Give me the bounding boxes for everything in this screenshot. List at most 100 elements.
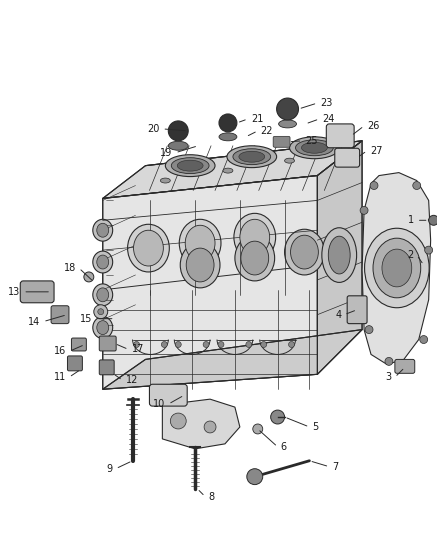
Text: 5: 5 xyxy=(312,422,319,432)
FancyBboxPatch shape xyxy=(395,359,415,373)
Ellipse shape xyxy=(171,158,209,174)
Ellipse shape xyxy=(134,230,163,266)
Text: 25: 25 xyxy=(305,136,318,146)
Ellipse shape xyxy=(346,148,356,153)
Circle shape xyxy=(204,421,216,433)
Ellipse shape xyxy=(97,255,109,269)
Circle shape xyxy=(289,342,294,348)
Ellipse shape xyxy=(219,133,237,141)
Ellipse shape xyxy=(322,228,357,282)
Text: 14: 14 xyxy=(28,317,40,327)
Circle shape xyxy=(425,246,433,254)
Circle shape xyxy=(168,121,188,141)
Ellipse shape xyxy=(177,160,203,171)
FancyBboxPatch shape xyxy=(149,384,187,406)
Text: 6: 6 xyxy=(281,442,287,452)
Text: 16: 16 xyxy=(54,346,66,357)
Ellipse shape xyxy=(364,228,429,308)
Text: 18: 18 xyxy=(64,263,76,273)
FancyBboxPatch shape xyxy=(67,356,82,371)
Ellipse shape xyxy=(373,238,421,298)
Polygon shape xyxy=(362,173,431,365)
Ellipse shape xyxy=(168,141,188,150)
Circle shape xyxy=(370,182,378,190)
Ellipse shape xyxy=(233,149,271,165)
Ellipse shape xyxy=(279,120,297,128)
Circle shape xyxy=(246,342,252,348)
Text: 4: 4 xyxy=(335,310,341,320)
FancyBboxPatch shape xyxy=(71,338,86,351)
Ellipse shape xyxy=(234,213,276,261)
Ellipse shape xyxy=(97,223,109,237)
Polygon shape xyxy=(103,141,362,198)
Text: 9: 9 xyxy=(106,464,113,474)
FancyBboxPatch shape xyxy=(335,148,360,167)
FancyBboxPatch shape xyxy=(347,296,367,324)
Polygon shape xyxy=(103,329,362,389)
Circle shape xyxy=(253,424,263,434)
FancyBboxPatch shape xyxy=(51,306,69,324)
Circle shape xyxy=(261,342,267,348)
Circle shape xyxy=(218,342,224,348)
Ellipse shape xyxy=(241,241,268,275)
Polygon shape xyxy=(103,175,318,389)
Text: 21: 21 xyxy=(251,114,263,124)
Text: 24: 24 xyxy=(322,114,335,124)
Ellipse shape xyxy=(382,249,412,287)
Ellipse shape xyxy=(160,178,170,183)
Text: 15: 15 xyxy=(81,313,93,324)
Ellipse shape xyxy=(285,158,294,163)
Ellipse shape xyxy=(223,168,233,173)
Circle shape xyxy=(161,342,167,348)
Ellipse shape xyxy=(235,235,275,281)
Text: 17: 17 xyxy=(131,344,144,354)
Ellipse shape xyxy=(227,146,277,168)
Ellipse shape xyxy=(186,248,214,282)
Ellipse shape xyxy=(97,321,109,335)
Circle shape xyxy=(360,206,368,214)
FancyBboxPatch shape xyxy=(20,281,54,303)
Ellipse shape xyxy=(240,219,270,255)
Ellipse shape xyxy=(301,142,327,153)
Ellipse shape xyxy=(296,140,333,156)
Circle shape xyxy=(420,336,427,343)
Ellipse shape xyxy=(93,317,113,338)
Ellipse shape xyxy=(94,305,108,319)
Text: 2: 2 xyxy=(407,250,414,260)
Ellipse shape xyxy=(93,251,113,273)
Ellipse shape xyxy=(239,151,265,162)
FancyBboxPatch shape xyxy=(99,336,116,351)
Text: 22: 22 xyxy=(261,126,273,136)
Ellipse shape xyxy=(290,137,339,159)
Circle shape xyxy=(365,326,373,334)
Ellipse shape xyxy=(93,219,113,241)
Text: 23: 23 xyxy=(320,98,333,108)
Circle shape xyxy=(277,98,298,120)
Circle shape xyxy=(134,342,140,348)
Text: 8: 8 xyxy=(208,491,214,502)
Ellipse shape xyxy=(328,236,350,274)
FancyBboxPatch shape xyxy=(99,360,114,375)
Ellipse shape xyxy=(285,229,324,275)
Ellipse shape xyxy=(93,284,113,306)
Circle shape xyxy=(413,182,421,190)
Circle shape xyxy=(271,410,285,424)
Polygon shape xyxy=(318,141,362,374)
Ellipse shape xyxy=(179,219,221,267)
Text: 10: 10 xyxy=(153,399,165,409)
Text: 3: 3 xyxy=(386,372,392,382)
Circle shape xyxy=(170,413,186,429)
Text: 11: 11 xyxy=(54,372,66,382)
Circle shape xyxy=(429,215,438,225)
Ellipse shape xyxy=(98,309,104,314)
Ellipse shape xyxy=(165,155,215,176)
FancyBboxPatch shape xyxy=(326,124,354,148)
Ellipse shape xyxy=(127,224,170,272)
Circle shape xyxy=(175,342,181,348)
Ellipse shape xyxy=(290,235,318,269)
Ellipse shape xyxy=(180,242,220,288)
Text: 26: 26 xyxy=(367,121,379,131)
FancyBboxPatch shape xyxy=(273,136,290,147)
Ellipse shape xyxy=(185,225,215,261)
Ellipse shape xyxy=(97,288,109,302)
